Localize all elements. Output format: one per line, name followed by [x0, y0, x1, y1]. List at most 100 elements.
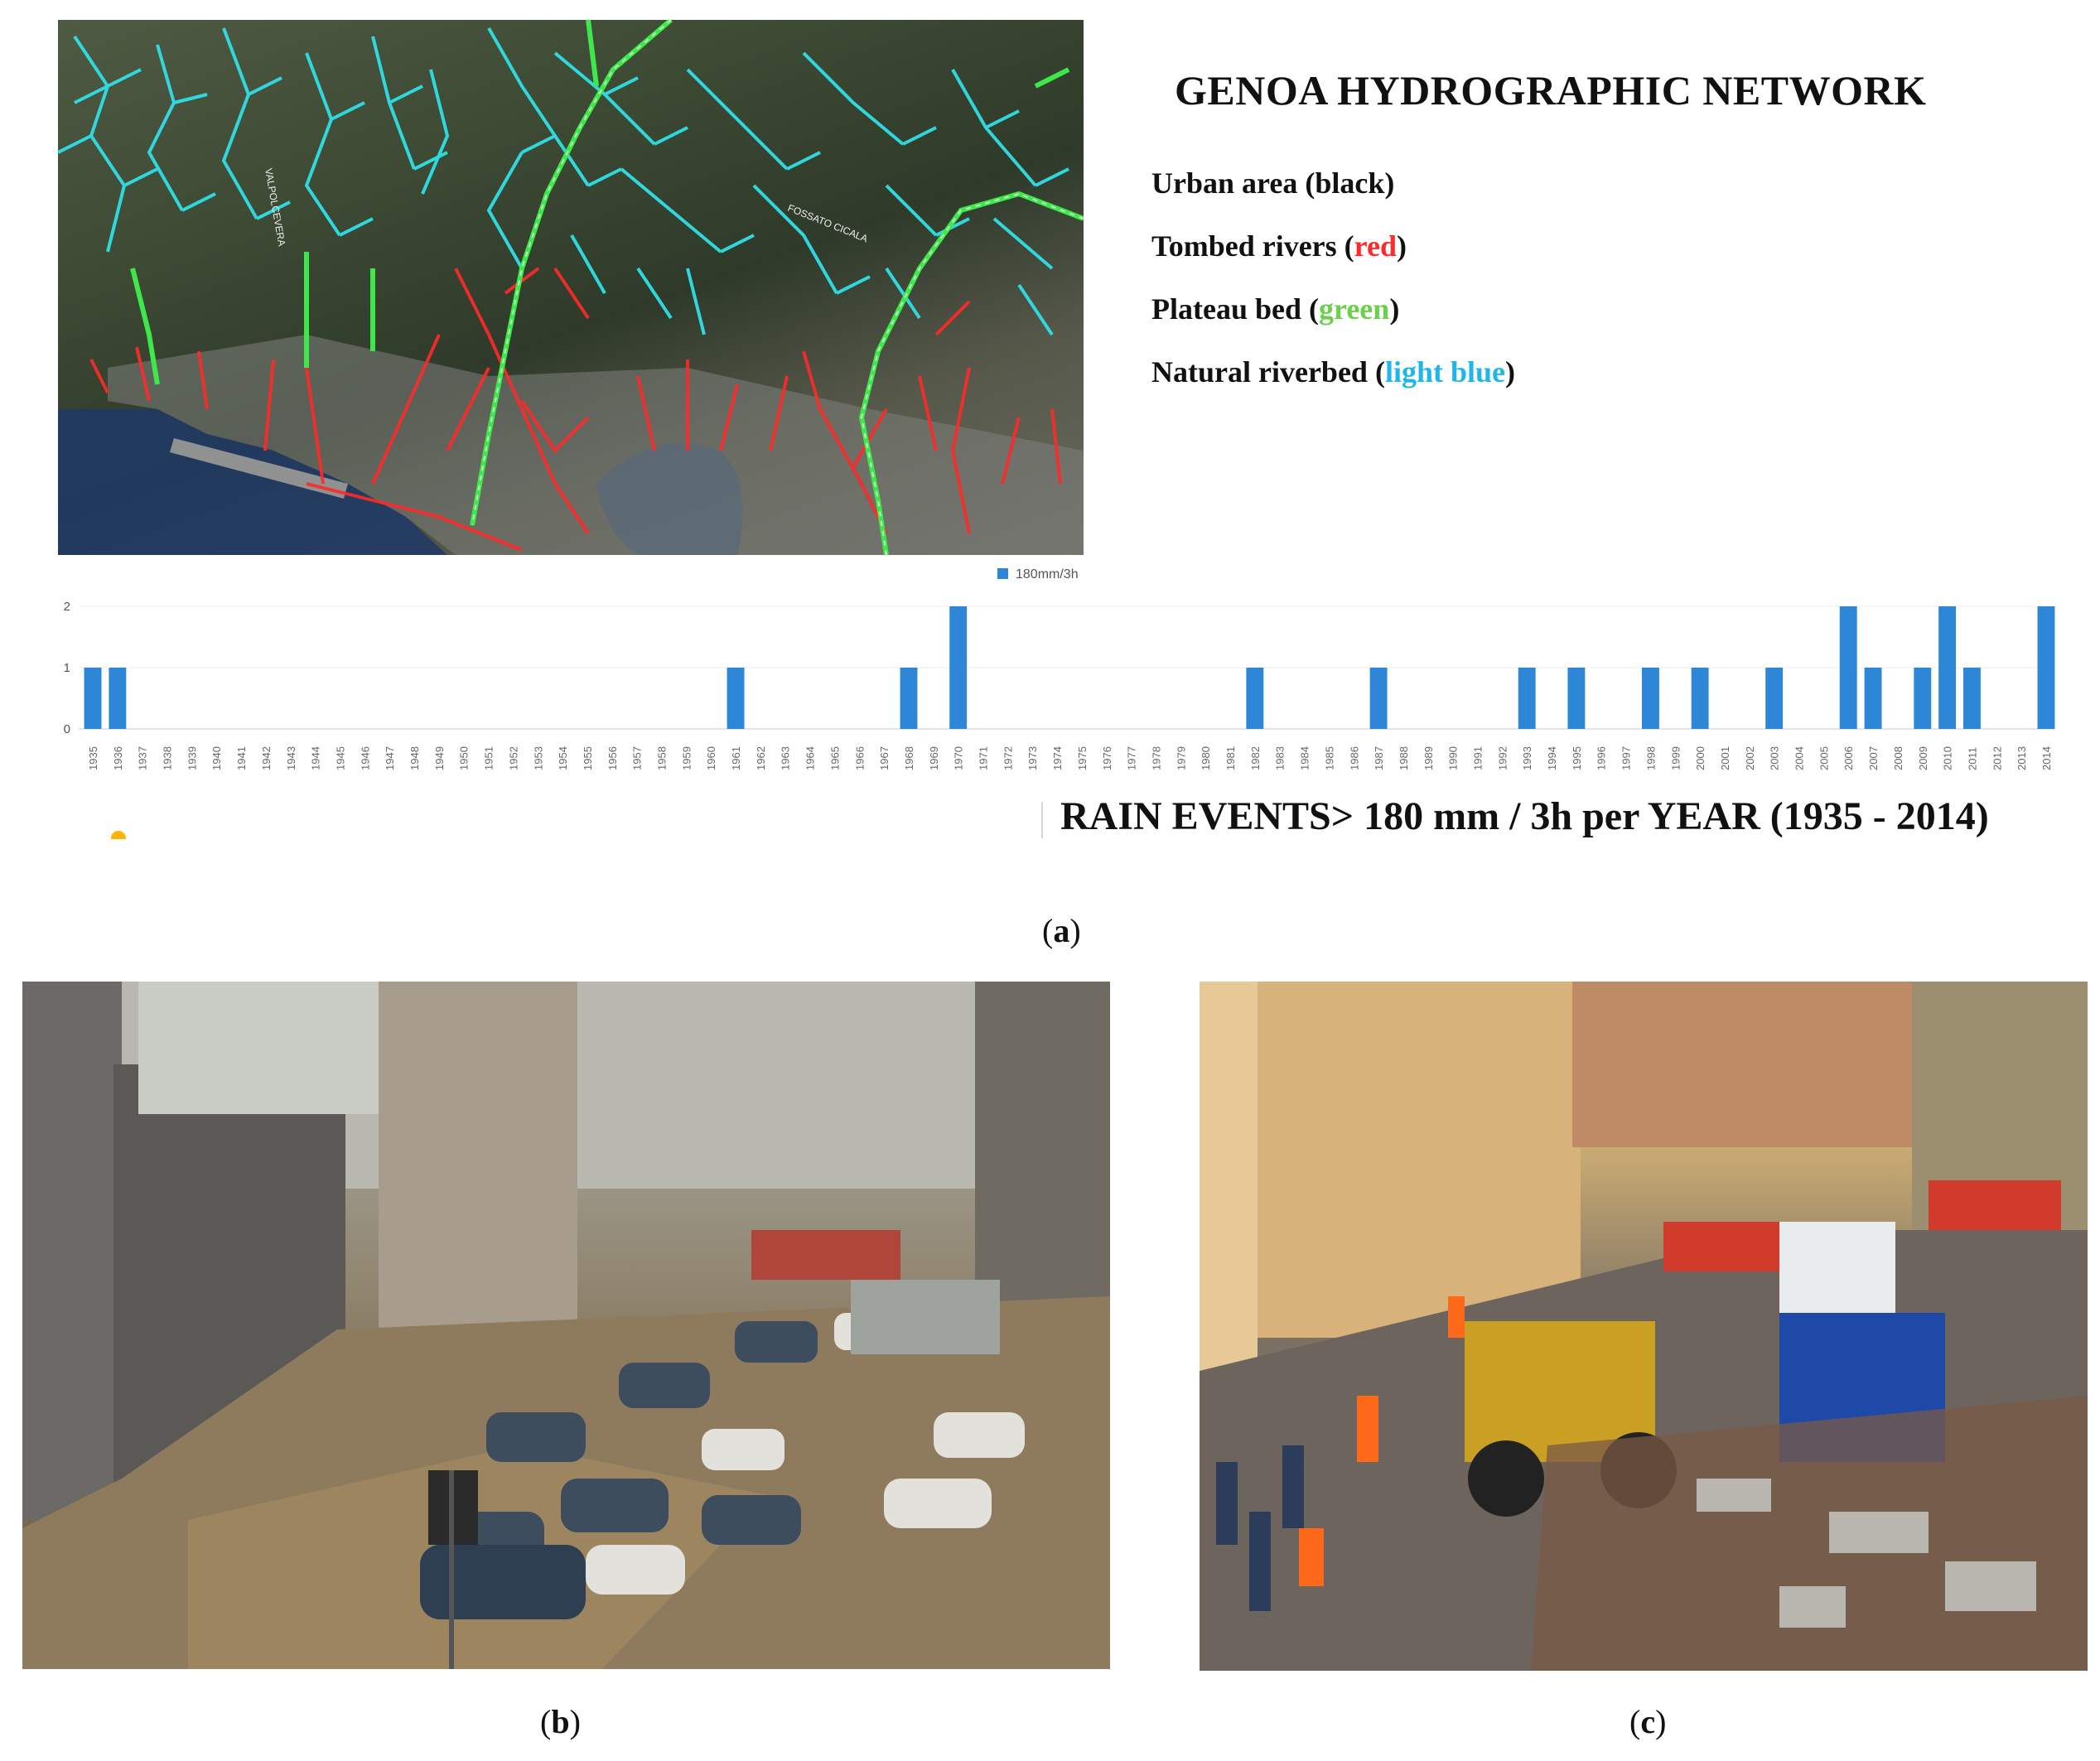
x-tick-label: 1987 — [1373, 746, 1385, 770]
x-tick-label: 2001 — [1719, 746, 1731, 770]
x-tick-label: 2003 — [1769, 746, 1781, 770]
x-tick-label: 2009 — [1917, 746, 1929, 770]
x-tick-label: 1948 — [408, 746, 421, 770]
x-tick-label: 1984 — [1299, 746, 1311, 770]
x-tick-label: 1992 — [1496, 746, 1509, 770]
x-tick-label: 1996 — [1596, 746, 1608, 770]
x-tick-label: 1954 — [557, 746, 569, 770]
x-tick-label: 1940 — [210, 746, 223, 770]
x-tick-label: 1980 — [1200, 746, 1212, 770]
x-tick-label: 1955 — [582, 746, 594, 770]
x-tick-label: 1964 — [804, 746, 817, 770]
x-tick-label: 1941 — [235, 746, 248, 770]
photo-flooded-street — [22, 982, 1110, 1669]
bar-2006 — [1839, 606, 1857, 729]
x-tick-label: 2005 — [1818, 746, 1830, 770]
photo-c-drawing — [1200, 982, 2088, 1671]
legend-text-plateau: Plateau bed ( — [1151, 292, 1319, 326]
y-tick-label: 2 — [64, 600, 70, 614]
orange-marker — [111, 831, 126, 839]
x-tick-label: 1958 — [656, 746, 669, 770]
photo-b-drawing — [22, 982, 1110, 1669]
x-tick-label: 1942 — [260, 746, 273, 770]
x-tick-label: 1939 — [186, 746, 198, 770]
bar-2009 — [1914, 668, 1932, 729]
bar-1998 — [1641, 668, 1659, 729]
x-tick-label: 1968 — [903, 746, 915, 770]
x-tick-label: 1982 — [1249, 746, 1262, 770]
x-tick-label: 1951 — [483, 746, 495, 770]
rain-events-chart: 0 1 2 1935 1936 1937 1938 1939 1940 1941 1942 1943… — [64, 567, 2055, 770]
x-tick-label: 1986 — [1348, 746, 1360, 770]
legend-label-180mm: 180mm/3h — [1016, 567, 1079, 581]
x-tick-label: 1936 — [112, 746, 124, 770]
x-tick-label: 1977 — [1126, 746, 1138, 770]
x-tick-label: 1947 — [384, 746, 396, 770]
x-tick-label: 1970 — [953, 746, 965, 770]
bar-2011 — [1963, 668, 1981, 729]
x-tick-label: 1988 — [1398, 746, 1410, 770]
x-tick-label: 1998 — [1644, 746, 1657, 770]
legend-suffix-natural: ) — [1504, 355, 1515, 388]
panel-letter-c: c — [1640, 1703, 1656, 1740]
x-tick-label: 1971 — [978, 746, 990, 770]
chart-x-ticks: 1935 1936 1937 1938 1939 1940 1941 1942 1943 1944… — [87, 746, 2053, 770]
chart-title: RAIN EVENTS> 180 mm / 3h per YEAR (1935 … — [1060, 794, 1989, 838]
bar-1982 — [1246, 668, 1264, 729]
x-tick-label: 1965 — [828, 746, 841, 770]
chart-bars — [84, 606, 2055, 729]
x-tick-label: 1990 — [1447, 746, 1460, 770]
x-tick-label: 1960 — [705, 746, 717, 770]
x-tick-label: 2000 — [1694, 746, 1707, 770]
y-tick-label: 1 — [64, 661, 70, 675]
x-tick-label: 1952 — [507, 746, 519, 770]
x-tick-label: 1997 — [1620, 746, 1633, 770]
x-tick-label: 1995 — [1571, 746, 1583, 770]
bar-1936 — [109, 668, 127, 729]
x-tick-label: 1949 — [433, 746, 446, 770]
x-tick-label: 1959 — [680, 746, 693, 770]
legend-suffix-tombed: ) — [1396, 229, 1407, 263]
x-tick-label: 2011 — [1966, 747, 1978, 770]
x-tick-label: 1943 — [285, 746, 297, 770]
x-tick-label: 1974 — [1051, 746, 1064, 770]
x-tick-label: 2010 — [1942, 746, 1954, 770]
x-tick-label: 1994 — [1546, 746, 1558, 770]
bar-1961 — [727, 668, 745, 729]
x-tick-label: 1961 — [730, 746, 742, 770]
x-tick-label: 1966 — [853, 746, 866, 770]
legend-swatch-180mm — [997, 568, 1008, 579]
map-drawing: VALPOLCEVERA FOSSATO CICALA — [58, 20, 1084, 555]
x-tick-label: 1991 — [1471, 746, 1484, 770]
bar-2003 — [1765, 668, 1784, 729]
legend-item-natural: Natural riverbed (light blue) — [1151, 355, 1515, 389]
x-tick-label: 2004 — [1793, 746, 1806, 770]
hydrographic-map: VALPOLCEVERA FOSSATO CICALA — [58, 20, 1084, 555]
x-tick-label: 1981 — [1224, 746, 1237, 770]
x-tick-label: 2014 — [2040, 746, 2053, 770]
legend-item-urban: Urban area (black) — [1151, 166, 1394, 200]
y-tick-label: 0 — [64, 722, 70, 736]
map-label-valpolcevera: VALPOLCEVERA — [263, 167, 287, 247]
x-tick-label: 2006 — [1842, 746, 1855, 770]
x-tick-label: 1967 — [878, 746, 891, 770]
bar-1993 — [1518, 668, 1536, 729]
x-tick-label: 1950 — [458, 746, 471, 770]
bar-2010 — [1938, 606, 1957, 729]
x-tick-label: 1969 — [928, 746, 940, 770]
bar-1968 — [900, 668, 918, 729]
x-tick-label: 1946 — [359, 746, 371, 770]
legend-text-urban: Urban area (black) — [1151, 166, 1395, 200]
bar-2000 — [1691, 668, 1709, 729]
chart-legend: 180mm/3h — [997, 567, 1079, 581]
bar-1987 — [1369, 668, 1388, 729]
legend-text-tombed: Tombed rivers ( — [1151, 229, 1354, 263]
x-tick-label: 1993 — [1521, 746, 1533, 770]
x-tick-label: 1972 — [1002, 746, 1014, 770]
x-tick-label: 1962 — [755, 746, 767, 770]
legend-item-plateau: Plateau bed (green) — [1151, 292, 1399, 326]
photo-flood-cleanup — [1200, 982, 2088, 1671]
x-tick-label: 2012 — [1991, 746, 2003, 770]
legend-color-blue: light blue — [1384, 355, 1505, 388]
x-tick-label: 1937 — [137, 746, 149, 770]
